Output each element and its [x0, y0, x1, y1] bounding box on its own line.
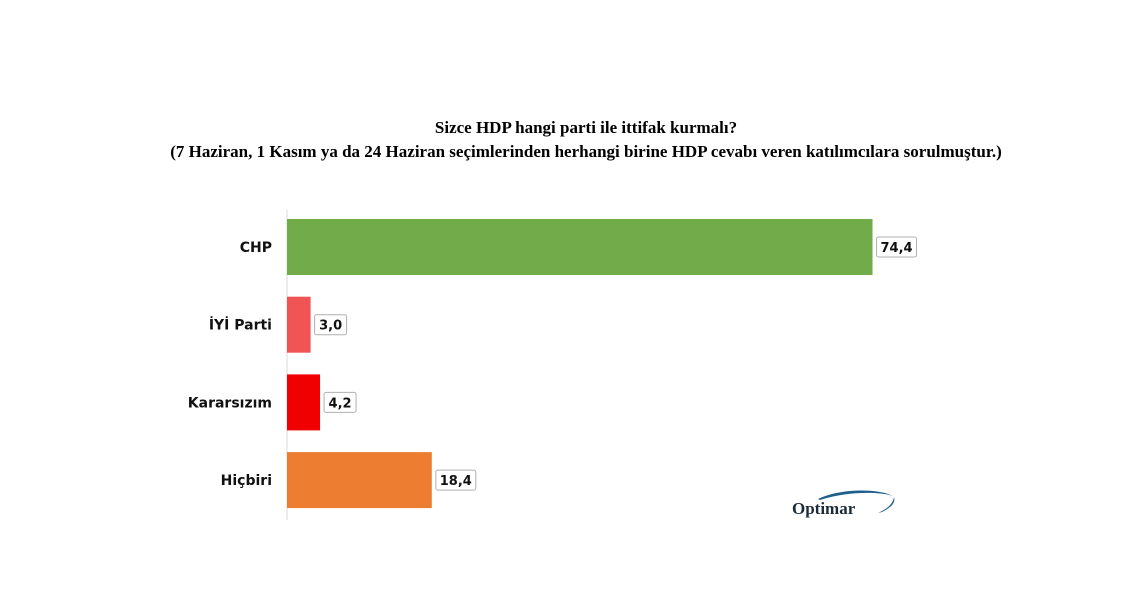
- value-label-box: [314, 314, 348, 336]
- category-label: CHP: [240, 240, 272, 256]
- value-label: 3,0: [319, 319, 342, 334]
- value-label-box: [435, 469, 477, 491]
- value-label: 18,4: [440, 474, 472, 489]
- logo-text: Optimar: [792, 499, 856, 518]
- category-label: Hiçbiri: [221, 473, 272, 489]
- chart-subtitle-line: (7 Haziran, 1 Kasım ya da 24 Haziran seç…: [170, 142, 1002, 161]
- chart-title-line: Sizce HDP hangi parti ile ittifak kurmal…: [434, 118, 738, 137]
- bar: [287, 452, 432, 509]
- bar: [287, 296, 311, 353]
- value-label-box: [323, 391, 357, 413]
- value-label-box: [876, 236, 918, 258]
- bar: [287, 219, 873, 275]
- category-label: Kararsızım: [188, 395, 272, 411]
- chart-title: Sizce HDP hangi parti ile ittifak kurmal…: [0, 116, 1122, 164]
- bars-layer: CHP 74,4 İYİ Parti 3,0 Kararsızım 4,2 Hiçbiri 1…: [188, 219, 918, 509]
- logo-swoosh-icon: [818, 490, 894, 500]
- value-label: 4,2: [329, 396, 352, 411]
- optimar-logo: Optimar: [792, 490, 895, 518]
- category-label: İYİ Parti: [209, 317, 272, 334]
- bar: [287, 374, 321, 431]
- logo-swoosh-tail-icon: [878, 497, 895, 513]
- value-label: 74,4: [880, 241, 912, 256]
